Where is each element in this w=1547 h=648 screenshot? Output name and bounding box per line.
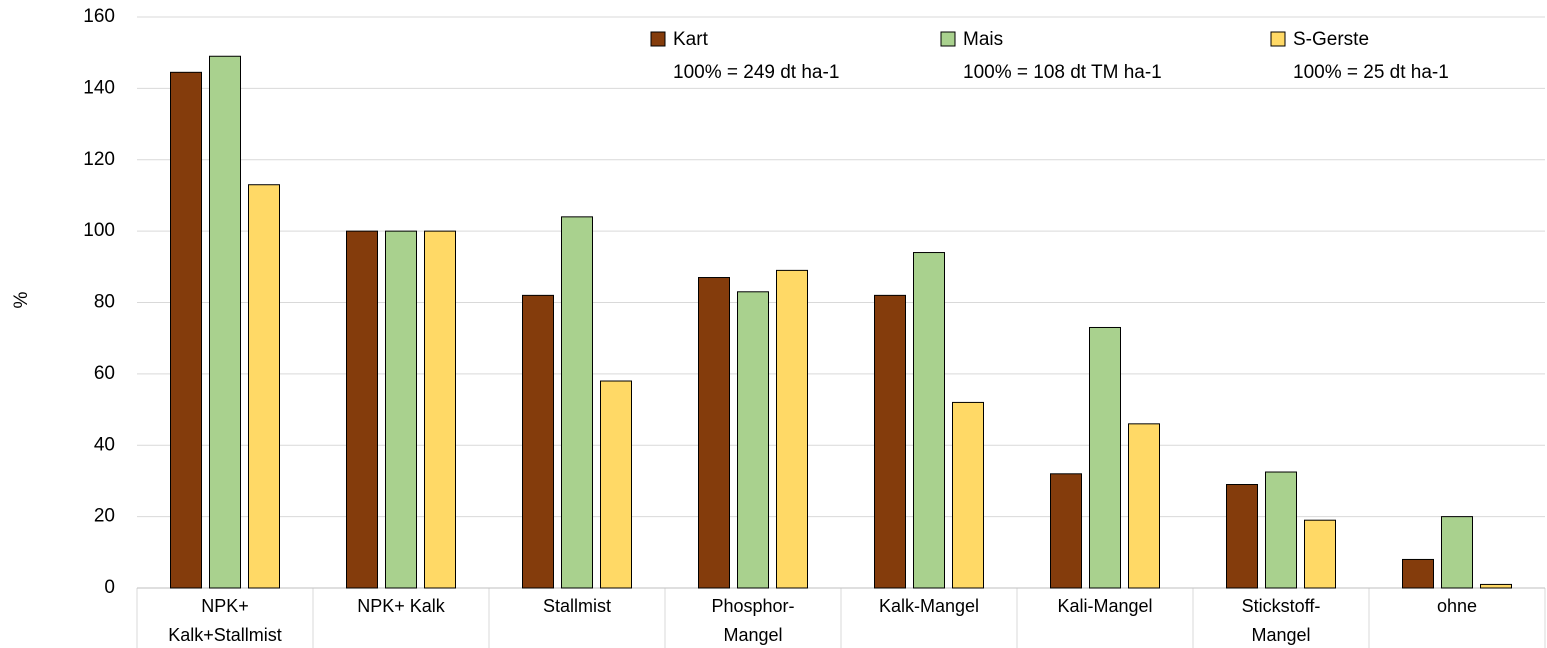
y-tick-label: 60: [94, 363, 115, 384]
y-tick-label: 160: [83, 6, 115, 27]
bar: [1304, 519, 1336, 589]
y-tick-label: 100: [83, 220, 115, 241]
bar: [424, 230, 456, 589]
bar: [561, 216, 593, 589]
bar: [1050, 473, 1082, 589]
bar: [1402, 558, 1434, 589]
legend-swatch: [1270, 31, 1286, 47]
bar: [1441, 516, 1473, 589]
legend-note: 100% = 249 dt ha-1: [673, 62, 839, 83]
bar: [170, 71, 202, 589]
bar: [913, 252, 945, 589]
x-tick-label: Kali-Mangel: [1057, 596, 1153, 616]
bar: [248, 184, 280, 589]
y-tick-label: 0: [104, 577, 115, 598]
bar: [1089, 326, 1121, 589]
y-tick-label: 20: [94, 506, 115, 527]
legend-label: Kart: [673, 29, 709, 50]
bar: [1265, 471, 1297, 589]
bar: [776, 269, 808, 589]
bar: [385, 230, 417, 589]
x-tick-label: ohne: [1436, 596, 1478, 616]
x-tick-label: Stallmist: [542, 596, 611, 616]
x-tick-label: Phosphor- Mangel: [711, 596, 795, 645]
legend-swatch: [940, 31, 956, 47]
bar: [1226, 484, 1258, 589]
legend-note: 100% = 25 dt ha-1: [1293, 62, 1449, 83]
x-tick-label: Kalk-Mangel: [878, 596, 980, 616]
y-tick-label: 40: [94, 434, 115, 455]
bar: [874, 294, 906, 589]
y-tick-label: 140: [83, 77, 115, 98]
legend-label: S-Gerste: [1293, 29, 1369, 50]
bar: [1128, 423, 1160, 589]
x-tick-label: NPK+ Kalk: [357, 596, 445, 616]
legend-swatch: [650, 31, 666, 47]
legend-label: Mais: [963, 29, 1003, 50]
legend-note: 100% = 108 dt TM ha-1: [963, 62, 1162, 83]
y-tick-label: 120: [83, 149, 115, 170]
bar: [1480, 583, 1512, 589]
x-tick-label: Stickstoff- Mangel: [1241, 596, 1321, 645]
x-tick-label: NPK+ Kalk+Stallmist: [168, 596, 282, 645]
bar: [600, 380, 632, 589]
bar: [346, 230, 378, 589]
bar: [952, 401, 984, 589]
bar: [522, 294, 554, 589]
y-tick-label: 80: [94, 292, 115, 313]
bar: [698, 277, 730, 589]
bar: [737, 291, 769, 589]
bar: [209, 55, 241, 589]
y-axis-label: %: [11, 291, 32, 308]
